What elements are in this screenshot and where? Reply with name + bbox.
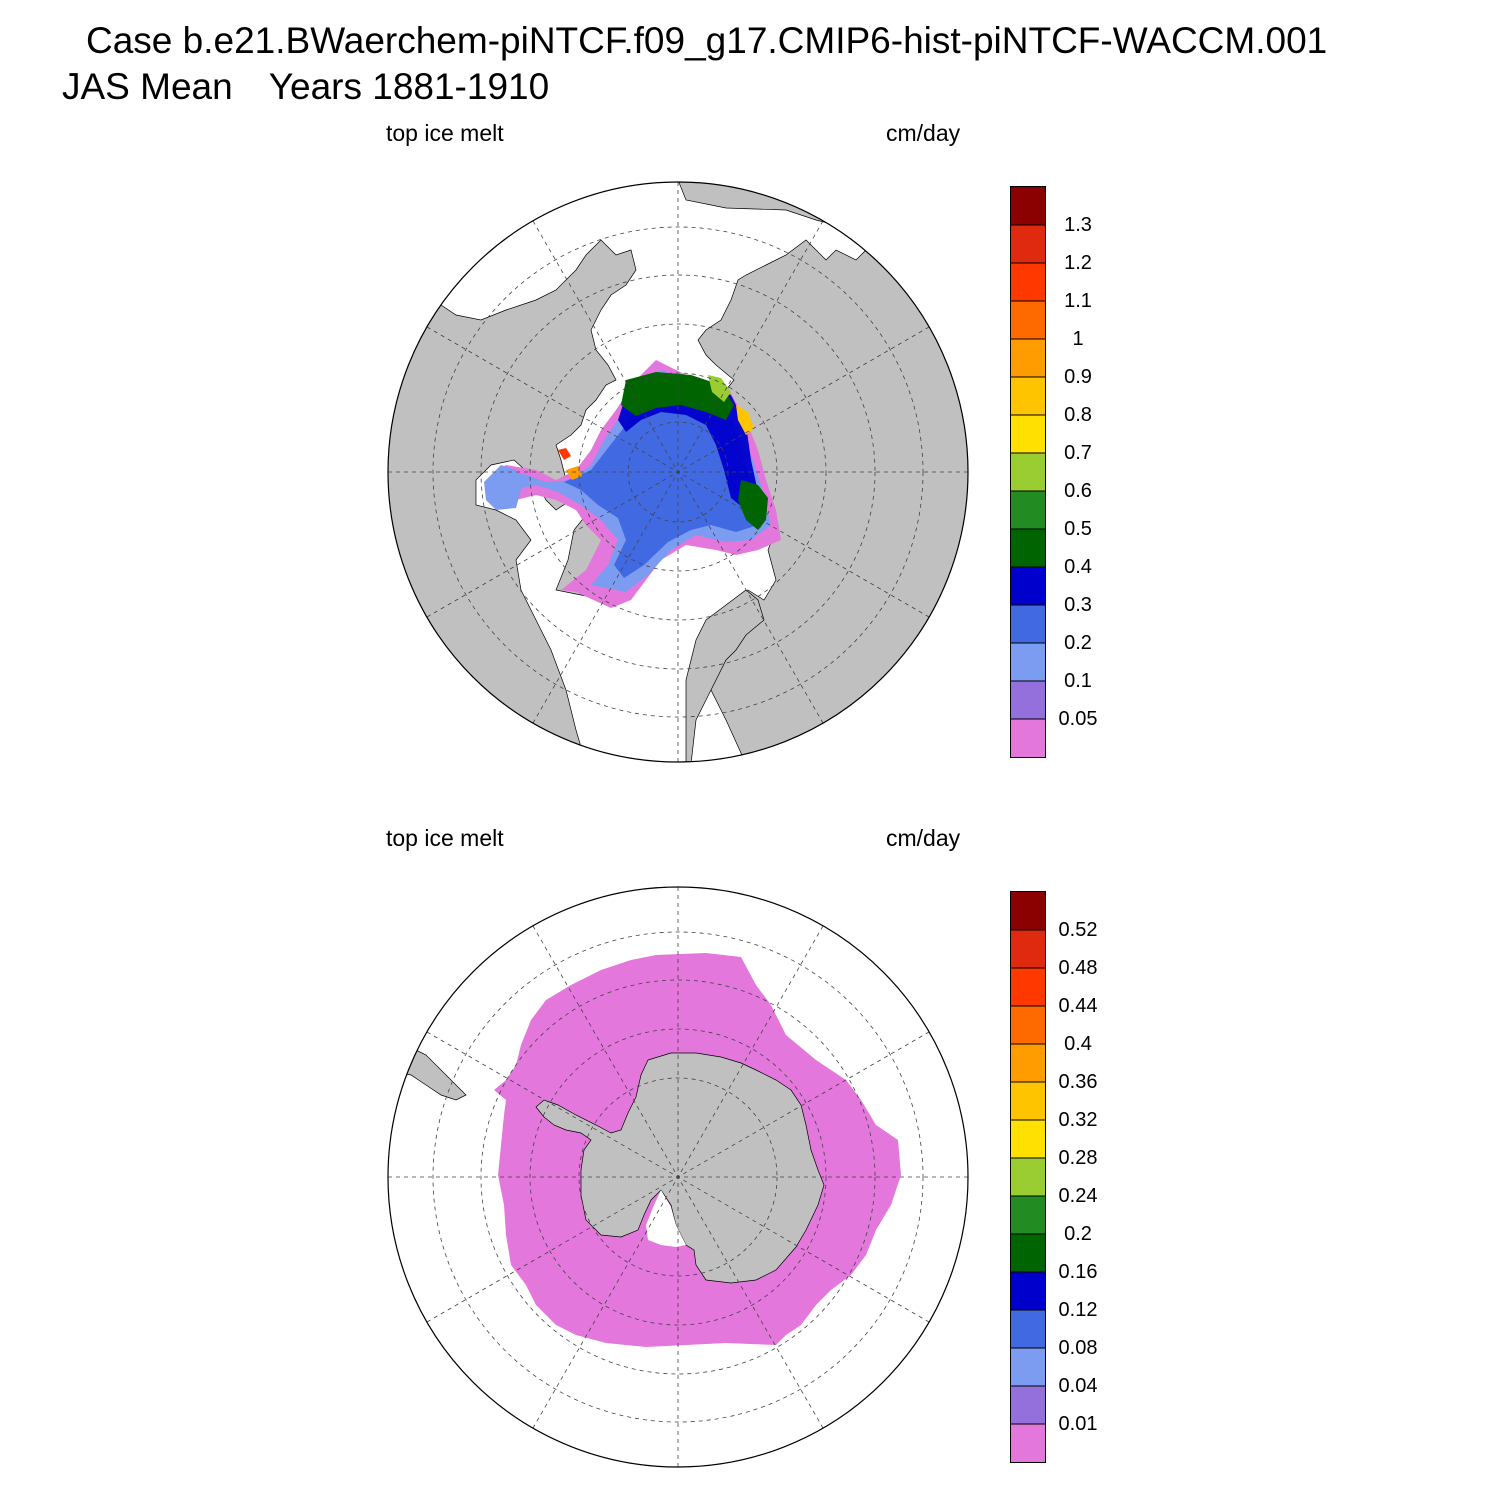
season-label: JAS Mean — [62, 66, 233, 107]
north-cb-label: 0.7 — [1064, 442, 1092, 464]
south-cb-label: 0.2 — [1064, 1223, 1092, 1245]
south-cb-label: 0.36 — [1058, 1071, 1098, 1093]
north-colorbar-swatches — [1011, 187, 1045, 757]
south-variable-label: top ice melt — [386, 825, 504, 851]
north-ice-0.8 — [736, 405, 754, 435]
south-units-label: cm/day — [886, 825, 961, 851]
north-map-border — [387, 181, 969, 763]
north-land-europe — [685, 589, 765, 762]
years-label: Years 1881-1910 — [268, 66, 550, 107]
north-cb-label: 0.05 — [1058, 708, 1098, 730]
south-cb-label: 0.44 — [1058, 995, 1098, 1017]
north-ice-0.6 — [708, 375, 731, 402]
north-colorbar-box — [1010, 186, 1046, 758]
south-cb-label: 0.24 — [1058, 1185, 1098, 1207]
north-cb-label: 0.3 — [1064, 594, 1092, 616]
north-cb-label: 0.5 — [1064, 518, 1092, 540]
north-cb-label: 0.4 — [1064, 556, 1092, 578]
south-cb-label: 0.08 — [1058, 1337, 1098, 1359]
south-graticule — [388, 887, 968, 1467]
north-ice-hot — [558, 448, 571, 460]
north-land-america — [388, 239, 637, 762]
south-cb-label: 0.16 — [1058, 1261, 1098, 1283]
south-polar-map — [387, 886, 969, 1468]
north-ice-orange — [566, 466, 582, 480]
south-cb-label: 0.4 — [1064, 1033, 1092, 1055]
south-colorbar-box — [1010, 891, 1046, 1463]
south-cb-label: 0.04 — [1058, 1375, 1098, 1397]
south-cb-label: 0.32 — [1058, 1109, 1098, 1131]
north-cb-label: 1 — [1072, 328, 1084, 350]
south-cb-label: 0.28 — [1058, 1147, 1098, 1169]
south-colorbar-swatches — [1011, 892, 1045, 1462]
north-polar-map — [387, 181, 969, 763]
case-title: Case b.e21.BWaerchem-piNTCF.f09_g17.CMIP… — [86, 20, 1328, 61]
south-cb-label: 0.52 — [1058, 919, 1098, 941]
north-units-label: cm/day — [886, 120, 961, 146]
north-cb-label: 0.2 — [1064, 632, 1092, 654]
north-cb-label: 0.1 — [1064, 670, 1092, 692]
south-ice-shelf — [646, 1190, 686, 1247]
north-ice-hudson — [484, 465, 521, 510]
south-cb-label: 0.12 — [1058, 1299, 1098, 1321]
north-cb-label: 1.1 — [1064, 290, 1092, 312]
north-cb-label: 0.8 — [1064, 404, 1092, 426]
north-variable-label: top ice melt — [386, 120, 504, 146]
north-ice-0.4b — [738, 480, 768, 530]
north-graticule — [388, 182, 968, 762]
north-cb-label: 0.6 — [1064, 480, 1092, 502]
north-cb-label: 1.2 — [1064, 252, 1092, 274]
south-cb-label: 0.48 — [1058, 957, 1098, 979]
south-cb-label: 0.01 — [1058, 1413, 1098, 1435]
subtitle: JAS Mean Years 1881-1910 — [62, 66, 549, 108]
north-cb-label: 0.9 — [1064, 366, 1092, 388]
north-ice-0.4 — [621, 372, 734, 420]
north-cb-label: 1.3 — [1064, 214, 1092, 236]
south-map-border — [387, 886, 969, 1468]
